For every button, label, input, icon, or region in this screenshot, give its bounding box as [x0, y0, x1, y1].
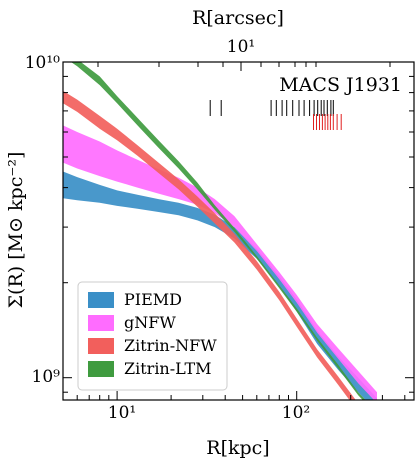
x-tick-label-10: 10¹: [108, 403, 136, 423]
cluster-name-annotation: MACS J1931: [279, 74, 402, 96]
axis-ticks: [62, 61, 414, 400]
legend-label-piemd: PIEMD: [124, 290, 182, 309]
legend-swatch-zitrin-ltm: [88, 361, 114, 377]
x-axis-title: R[kpc]: [206, 437, 269, 459]
legend-label-zitrin-ltm: Zitrin-LTM: [124, 359, 212, 378]
plot-frame: [62, 61, 415, 401]
y-axis-title: Σ(R) [M⊙ kpc⁻²]: [5, 152, 27, 309]
top-axis-title: R[arcsec]: [192, 7, 284, 29]
legend-label-gnfw: gNFW: [124, 313, 176, 332]
y-tick-label-top: 10¹⁰: [25, 53, 60, 73]
x-tick-label-100: 10²: [282, 403, 310, 423]
top-tick-label: 10¹: [227, 37, 255, 57]
legend: PIEMD gNFW Zitrin-NFW Zitrin-LTM: [77, 281, 228, 391]
series-band-gnfw: [63, 125, 377, 400]
legend-swatch-piemd: [88, 292, 114, 308]
y-tick-label-bottom: 10⁹: [32, 367, 61, 387]
legend-swatch-gnfw: [88, 315, 114, 331]
series-band-zitrin-nfw: [63, 90, 356, 400]
marker-rows: [209, 100, 342, 130]
legend-box: [77, 281, 228, 391]
legend-label-zitrin-nfw: Zitrin-NFW: [124, 336, 217, 355]
series-layer: [63, 62, 377, 400]
legend-swatch-zitrin-nfw: [88, 338, 114, 354]
